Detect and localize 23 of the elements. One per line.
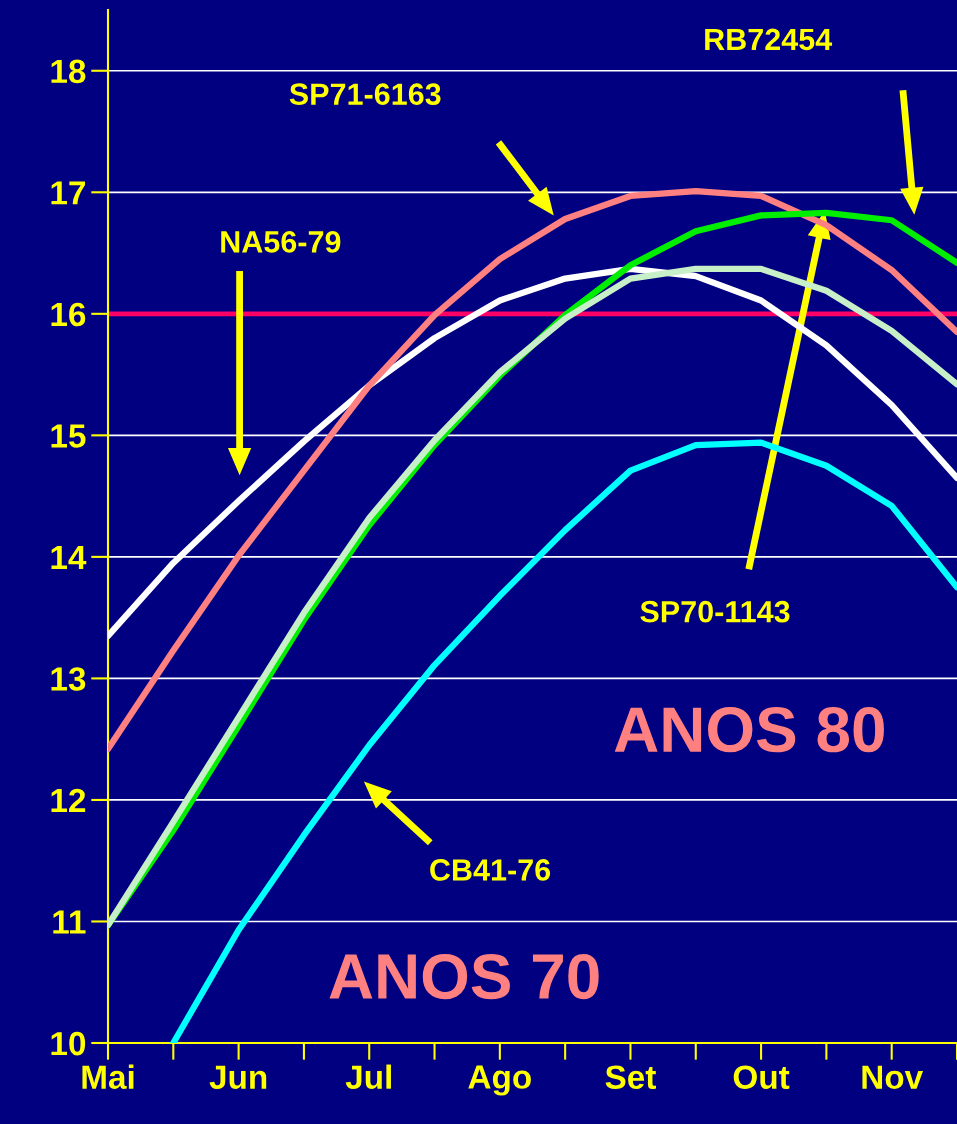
annotation: SP71-6163 xyxy=(289,83,441,106)
x-tick-label: Out xyxy=(733,1065,790,1090)
x-tick-label: Set xyxy=(605,1065,656,1090)
annotation: RB72454 xyxy=(705,28,833,51)
annotation: NA56-79 xyxy=(221,231,341,253)
y-tick-label: 13 xyxy=(51,667,86,691)
annotation: CB41-76 xyxy=(430,859,551,881)
y-tick-label: 14 xyxy=(51,546,87,569)
x-tick-label: Jul xyxy=(345,1064,391,1090)
annotation: ANOS 80 xyxy=(614,707,884,753)
y-tick-label: 17 xyxy=(51,181,86,205)
y-tick-label: 12 xyxy=(51,788,86,813)
annotation: ANOS 70 xyxy=(329,953,599,1000)
x-tick-label: Jun xyxy=(209,1065,267,1090)
x-tick-label: Ago xyxy=(468,1065,531,1096)
y-tick-label: 11 xyxy=(53,910,86,934)
y-tick-label: 16 xyxy=(51,302,86,327)
x-tick-label: Nov xyxy=(862,1065,924,1090)
y-tick-label: 10 xyxy=(51,1031,86,1056)
y-tick-label: 18 xyxy=(51,59,86,84)
y-tick-label: 15 xyxy=(51,424,86,448)
x-tick-label: Mai xyxy=(82,1064,134,1090)
annotation: SP70-1143 xyxy=(640,600,790,623)
